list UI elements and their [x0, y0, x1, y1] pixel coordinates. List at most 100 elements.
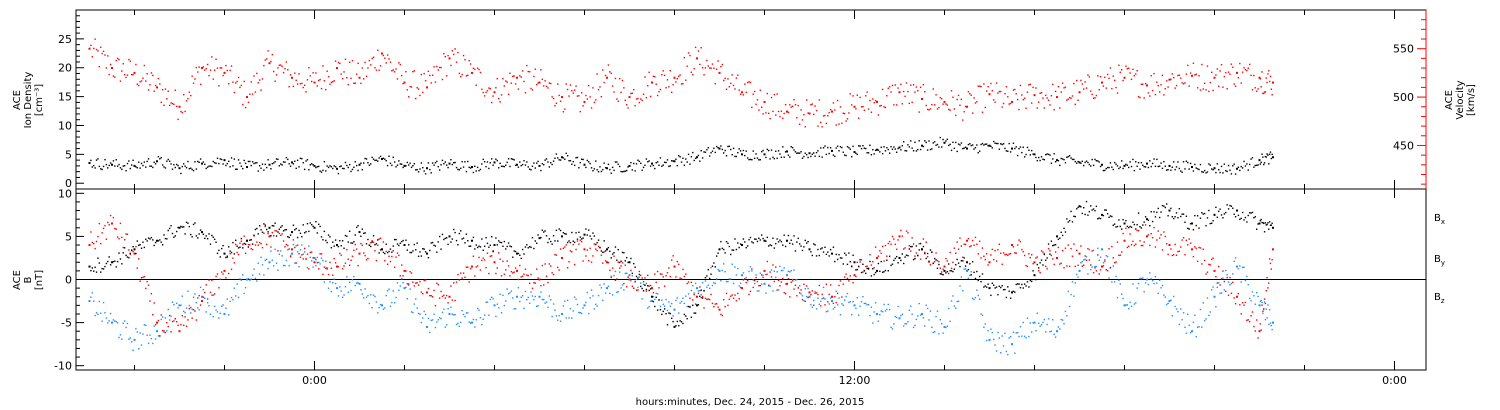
density-point	[976, 144, 978, 146]
bz-point	[1112, 257, 1114, 259]
bz-point	[244, 252, 247, 255]
bx-point	[1167, 215, 1169, 217]
velocity-point	[589, 96, 591, 98]
bz-point	[687, 281, 690, 283]
bx-point	[1239, 218, 1241, 221]
by-point	[1187, 313, 1189, 316]
bx-point	[372, 235, 375, 237]
bx-point	[291, 231, 293, 234]
velocity-point	[924, 91, 926, 93]
by-point	[1016, 331, 1019, 334]
velocity-point	[431, 74, 434, 76]
velocity-point	[1258, 76, 1261, 79]
by-point	[183, 310, 185, 313]
density-point	[1161, 167, 1164, 170]
velocity-point	[732, 84, 735, 87]
density-point	[841, 146, 843, 149]
bz-point	[209, 291, 212, 294]
by-point	[1272, 321, 1274, 324]
bx-point	[235, 239, 237, 241]
bz-point	[215, 275, 217, 278]
velocity-point	[415, 97, 417, 100]
density-point	[306, 159, 309, 161]
velocity-point	[1154, 93, 1157, 96]
bx-point	[344, 234, 347, 237]
velocity-point	[1180, 77, 1182, 79]
velocity-point	[1225, 71, 1227, 74]
density-point	[330, 165, 333, 168]
bx-point	[174, 235, 176, 237]
by-point	[928, 319, 930, 321]
density-point	[1061, 158, 1064, 160]
density-point	[808, 152, 811, 155]
bx-point	[775, 242, 777, 245]
bx-point	[119, 258, 122, 260]
bz-point	[1030, 254, 1033, 256]
bx-point	[1111, 215, 1113, 218]
velocity-point	[686, 65, 688, 67]
by-point	[1029, 322, 1031, 324]
density-point	[554, 157, 556, 159]
velocity-point	[648, 71, 650, 74]
velocity-point	[856, 94, 859, 96]
bx-point	[520, 257, 522, 260]
density-point	[98, 165, 101, 168]
by-point	[1068, 305, 1071, 308]
density-point	[177, 164, 179, 167]
bx-point	[253, 234, 255, 236]
by-point	[527, 296, 529, 299]
bx-point	[1244, 216, 1247, 219]
density-point	[891, 148, 894, 150]
bx-point	[547, 241, 549, 244]
by-point	[201, 295, 203, 298]
velocity-point	[706, 59, 708, 62]
bx-point	[125, 254, 127, 257]
density-point	[381, 157, 383, 160]
by-point	[717, 268, 719, 271]
density-point	[389, 162, 392, 165]
bz-point	[443, 294, 445, 296]
bx-point	[970, 274, 972, 276]
velocity-point	[697, 50, 700, 52]
by-point	[371, 307, 373, 309]
bx-point	[1271, 222, 1273, 225]
density-point	[641, 169, 643, 171]
by-point	[568, 317, 570, 319]
velocity-point	[1023, 97, 1026, 99]
velocity-point	[700, 47, 702, 49]
bx-point	[474, 248, 476, 250]
by-point	[798, 285, 801, 287]
density-point	[305, 160, 307, 162]
by-point	[894, 315, 896, 318]
bx-point	[1022, 287, 1024, 289]
velocity-point	[925, 104, 927, 107]
velocity-point	[997, 92, 999, 94]
by-point	[447, 308, 449, 310]
density-point	[479, 168, 482, 171]
velocity-point	[1088, 76, 1091, 78]
velocity-point	[1201, 63, 1203, 66]
velocity-point	[1147, 92, 1150, 94]
bx-point	[1064, 231, 1067, 233]
density-point	[175, 163, 178, 166]
bz-point	[440, 290, 442, 293]
by-point	[116, 322, 119, 324]
by-point	[199, 286, 202, 289]
bx-point	[607, 246, 610, 249]
density-point	[893, 146, 895, 148]
density-point	[827, 146, 829, 149]
by-point	[815, 308, 818, 310]
bx-point	[973, 271, 975, 274]
density-point	[933, 141, 936, 143]
density-point	[905, 150, 908, 152]
by-point	[576, 303, 579, 306]
by-point	[398, 289, 400, 291]
by-point	[1099, 256, 1102, 258]
bx-point	[1250, 212, 1252, 214]
density-point	[530, 169, 532, 171]
density-point	[1218, 169, 1220, 171]
by-point	[1236, 265, 1238, 268]
bx-point	[1195, 224, 1197, 227]
y-label-right-top: [km/s]	[1466, 84, 1477, 116]
density-point	[457, 168, 459, 171]
